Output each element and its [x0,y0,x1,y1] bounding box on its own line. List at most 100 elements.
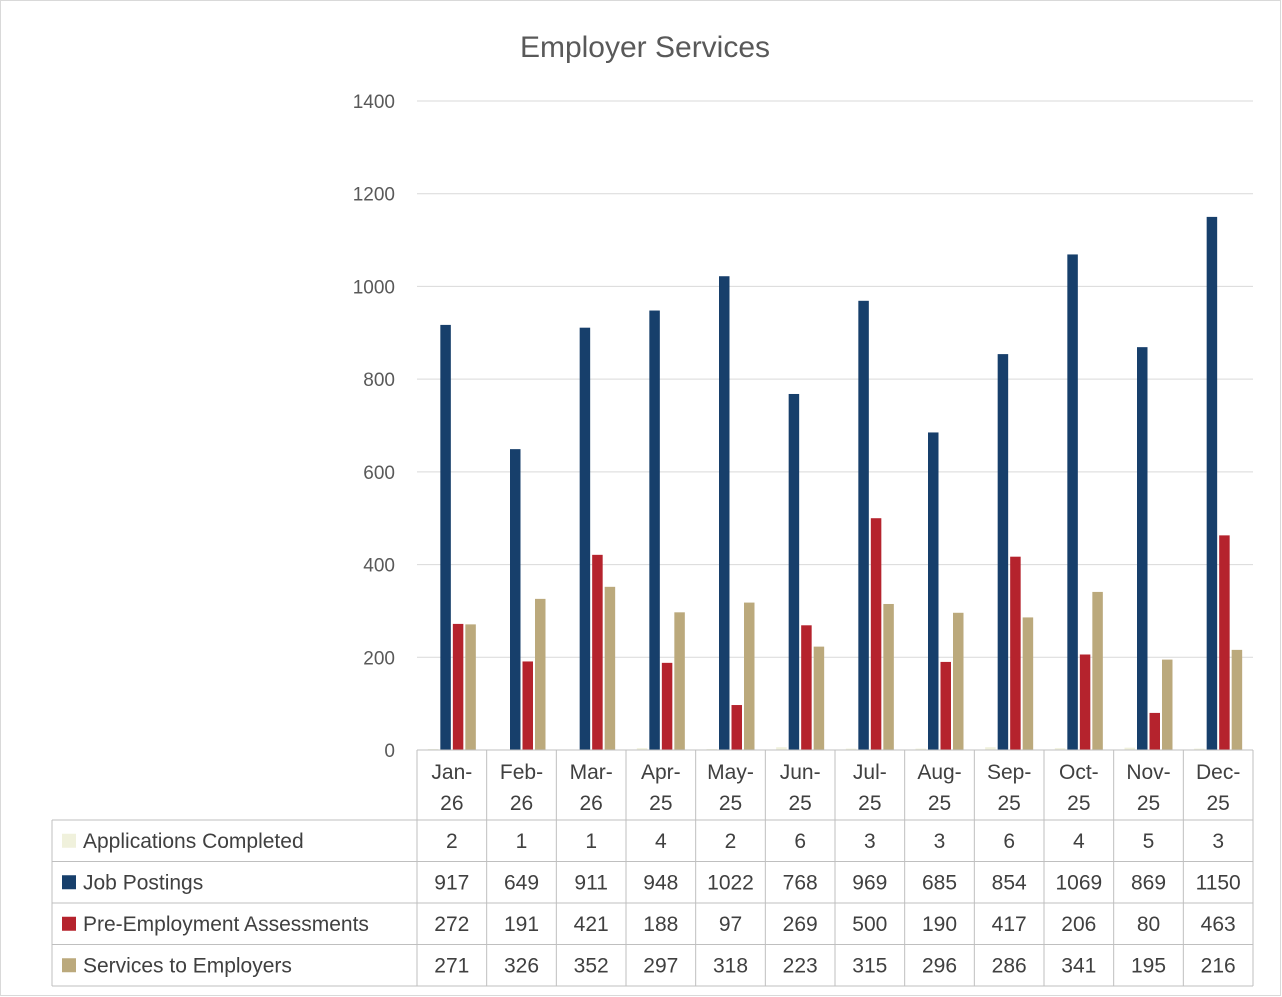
bar-applications-completed-jul-25 [845,748,857,750]
data-label: 1150 [1196,871,1241,894]
data-label: 286 [992,954,1027,977]
bar-services-to-employers-jan-26 [465,624,476,750]
y-tick-label: 0 [384,741,395,762]
bar-services-to-employers-sep-25 [1022,617,1034,750]
data-label: 341 [1061,954,1096,977]
x-tick-label: 25 [997,792,1020,815]
bar-applications-completed-nov-25 [1124,747,1135,750]
y-tick-label: 600 [363,463,395,484]
bar-pre-employment-assessments-dec-25 [1219,535,1230,750]
bar-pre-employment-assessments-jun-25 [801,625,812,750]
legend-label: Pre-Employment Assessments [83,913,369,936]
bars [427,216,1243,751]
x-tick-label: Nov- [1126,761,1170,784]
data-label: 417 [992,913,1027,936]
bar-pre-employment-assessments-mar-26 [592,554,603,750]
bar-pre-employment-assessments-nov-25 [1149,712,1160,750]
data-label: 3 [934,830,946,853]
data-label: 685 [922,871,957,894]
bar-pre-employment-assessments-may-25 [731,705,742,750]
bar-pre-employment-assessments-sep-25 [1010,556,1021,750]
bar-applications-completed-jun-25 [776,747,787,750]
data-label: 1 [516,830,528,853]
data-label: 326 [504,954,539,977]
bar-services-to-employers-dec-25 [1231,649,1243,750]
data-label: 206 [1061,913,1096,936]
data-label: 1 [585,830,597,853]
bar-services-to-employers-feb-26 [535,598,546,750]
data-label: 216 [1201,954,1236,977]
x-tick-label: 25 [928,792,951,815]
legend-label: Applications Completed [83,830,304,853]
bar-applications-completed-aug-25 [915,748,926,750]
x-tick-label: 25 [1206,792,1229,815]
bar-job-postings-jun-25 [788,393,800,750]
x-tick-label: 25 [1067,792,1090,815]
bar-job-postings-jan-26 [440,324,451,750]
data-label: 4 [1073,830,1085,853]
y-tick-label: 800 [363,370,395,391]
x-tick-label: Jul- [853,761,887,784]
data-label: 80 [1137,913,1160,936]
data-label: 318 [713,954,748,977]
bar-pre-employment-assessments-aug-25 [940,661,951,750]
data-label: 190 [922,913,957,936]
data-label: 948 [643,871,678,894]
bar-services-to-employers-mar-26 [604,586,616,750]
bar-services-to-employers-oct-25 [1092,591,1103,750]
x-tick-label: Feb- [500,761,543,784]
bar-services-to-employers-aug-25 [953,612,964,750]
data-label: 2 [725,830,737,853]
bar-pre-employment-assessments-jul-25 [870,518,882,750]
bar-services-to-employers-apr-25 [674,612,685,750]
y-tick-label: 200 [363,648,395,669]
data-label: 97 [719,913,742,936]
data-table: Jan-26Feb-26Mar-26Apr-25May-25Jun-25Jul-… [51,749,1254,987]
data-label: 463 [1201,913,1236,936]
y-tick-label: 1000 [353,277,395,298]
y-tick-label: 1400 [353,92,395,113]
data-label: 271 [434,954,469,977]
x-tick-label: Aug- [917,761,961,784]
x-tick-label: Mar- [570,761,613,784]
data-label: 2 [446,830,458,853]
data-label: 272 [434,913,469,936]
x-tick-label: 26 [579,792,602,815]
x-tick-label: Oct- [1059,761,1099,784]
bar-applications-completed-apr-25 [636,748,648,750]
x-tick-label: 25 [858,792,881,815]
data-label: 191 [504,913,539,936]
data-label: 6 [1003,830,1015,853]
bar-job-postings-oct-25 [1067,254,1078,750]
data-label: 500 [852,913,887,936]
bar-services-to-employers-may-25 [744,602,755,750]
data-label: 6 [794,830,806,853]
bar-job-postings-feb-26 [510,449,521,750]
data-label: 869 [1131,871,1166,894]
data-label: 352 [574,954,609,977]
legend-key [62,875,76,890]
y-tick-label: 400 [363,556,395,577]
data-label: 854 [992,871,1027,894]
x-tick-label: Jun- [780,761,821,784]
bar-job-postings-nov-25 [1137,347,1148,750]
data-label: 4 [655,830,667,853]
x-tick-label: 25 [719,792,742,815]
data-label: 269 [783,913,818,936]
data-label: 969 [852,871,887,894]
data-label: 911 [574,871,607,894]
bar-job-postings-apr-25 [649,310,660,750]
x-tick-label: May- [707,761,754,784]
bar-services-to-employers-nov-25 [1162,659,1173,750]
legend-label: Job Postings [83,871,203,894]
legend-label: Services to Employers [83,954,292,977]
x-tick-label: 25 [788,792,811,815]
bar-applications-completed-dec-25 [1194,748,1205,750]
data-label: 315 [852,954,887,977]
x-tick-label: Jan- [431,761,472,784]
data-label: 188 [643,913,678,936]
data-label: 1069 [1055,871,1102,894]
bar-job-postings-mar-26 [579,327,591,750]
legend-key [62,833,76,848]
